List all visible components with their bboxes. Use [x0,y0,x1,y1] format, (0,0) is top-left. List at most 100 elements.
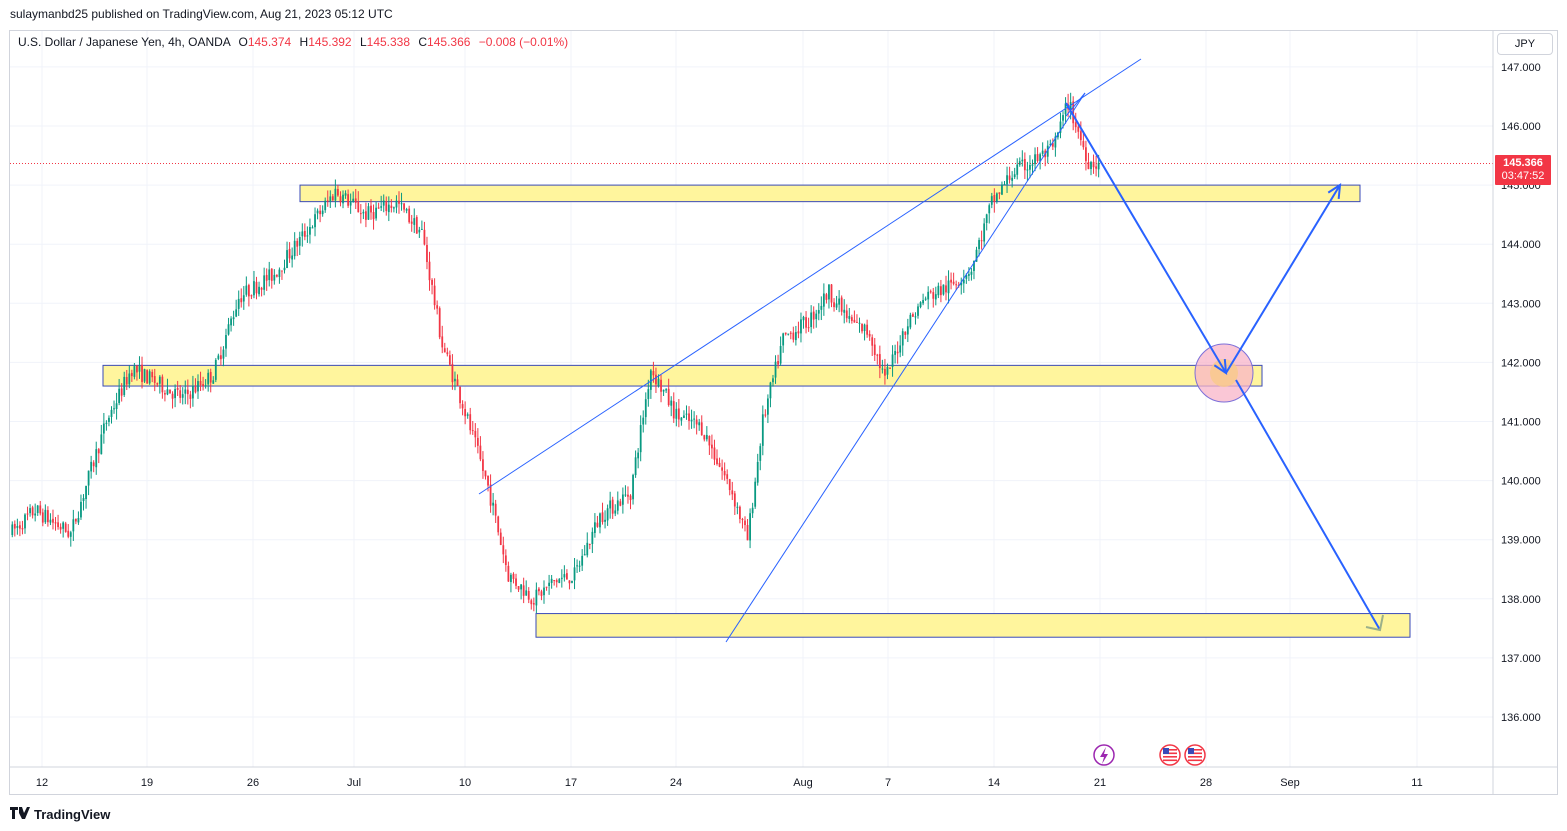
candle-body [375,207,377,219]
candle [13,520,16,537]
candle [1006,166,1008,193]
candle-body [756,461,759,483]
candle-body [311,227,314,229]
candle [479,436,482,462]
candle-body [576,565,578,567]
candle [247,283,250,307]
candle [301,223,304,247]
zone-rect [299,184,1361,203]
candle [1011,171,1014,188]
candle [680,417,683,426]
candle-body [632,474,634,500]
price-tick-label: 144.000 [1501,239,1541,251]
bar-countdown: 03:47:52 [1501,170,1545,182]
candle [1029,155,1031,179]
candle-body [1016,164,1019,175]
candle [433,278,436,310]
candle [1074,112,1077,133]
candle [848,307,851,324]
candle-body [64,523,67,532]
candle [845,304,848,323]
candle-body [423,229,426,245]
price-tick-label: 138.000 [1501,594,1541,606]
candle-body [471,430,474,432]
candle [828,284,830,309]
candle [214,358,217,383]
change-value: −0.008 (−0.01%) [478,35,569,49]
channel-upper-line [478,58,1142,495]
candle-body [31,507,34,516]
open-value: 145.374 [247,35,292,49]
candle-body [16,525,19,528]
candle-body [451,363,454,383]
candle-body [494,503,497,516]
candle [258,281,260,297]
candle [522,577,525,604]
candle-body [74,518,77,522]
candle [494,499,497,523]
candle [792,326,795,343]
candle-body [838,298,841,305]
candle-body [438,308,441,338]
candle-body [349,201,352,206]
candle-body [487,475,489,486]
candle-body [555,580,558,583]
candle [11,521,14,538]
target-circle-core [1210,359,1238,387]
price-tick-label: 146.000 [1501,121,1541,133]
candle-body [568,580,571,584]
candle-body [741,519,744,521]
chart-frame[interactable] [9,30,1558,795]
candle-body [543,587,545,596]
candle [1023,152,1026,180]
candle-body [337,189,339,196]
candle-body [286,250,288,269]
price-tick-label: 140.000 [1501,476,1541,488]
candle-body [967,274,970,276]
candle-body [436,305,439,309]
candle-body [184,389,187,394]
candle-body [459,386,461,404]
channel-lower-line [725,92,1086,643]
candle-body [415,217,418,234]
candle [125,369,128,391]
candle-body [586,542,589,556]
candle-body [749,513,751,541]
candle-body [413,218,416,225]
candle-body [853,319,856,323]
candle-body [105,422,108,424]
candle-body [1011,177,1014,181]
candle [385,196,388,216]
candle [637,448,640,469]
candle [777,354,779,369]
candle [621,487,624,514]
candle [395,195,398,214]
candle-body [194,386,197,393]
candle-body [878,354,881,369]
date-tick-label: 17 [565,777,577,789]
candle [822,283,825,316]
candle [553,579,556,586]
candle [764,409,767,418]
candle [487,475,489,492]
candle-body [670,400,673,406]
currency-button[interactable]: JPY [1497,33,1553,55]
date-tick-label: 11 [1411,777,1422,789]
candle [303,223,306,241]
candle-body [886,367,889,375]
candle [693,411,696,429]
candle [904,331,907,340]
candle [817,303,820,321]
candle-body [245,285,248,295]
candle-body [1013,174,1016,178]
candle-body [934,294,937,300]
candle [451,354,454,390]
candle [283,259,286,274]
candle-body [339,196,342,203]
projection-arrow-up-head [1327,183,1342,200]
footer-brand[interactable]: TradingView [10,804,110,824]
candle [850,314,853,324]
candle-body [769,382,772,399]
candle [525,580,528,597]
